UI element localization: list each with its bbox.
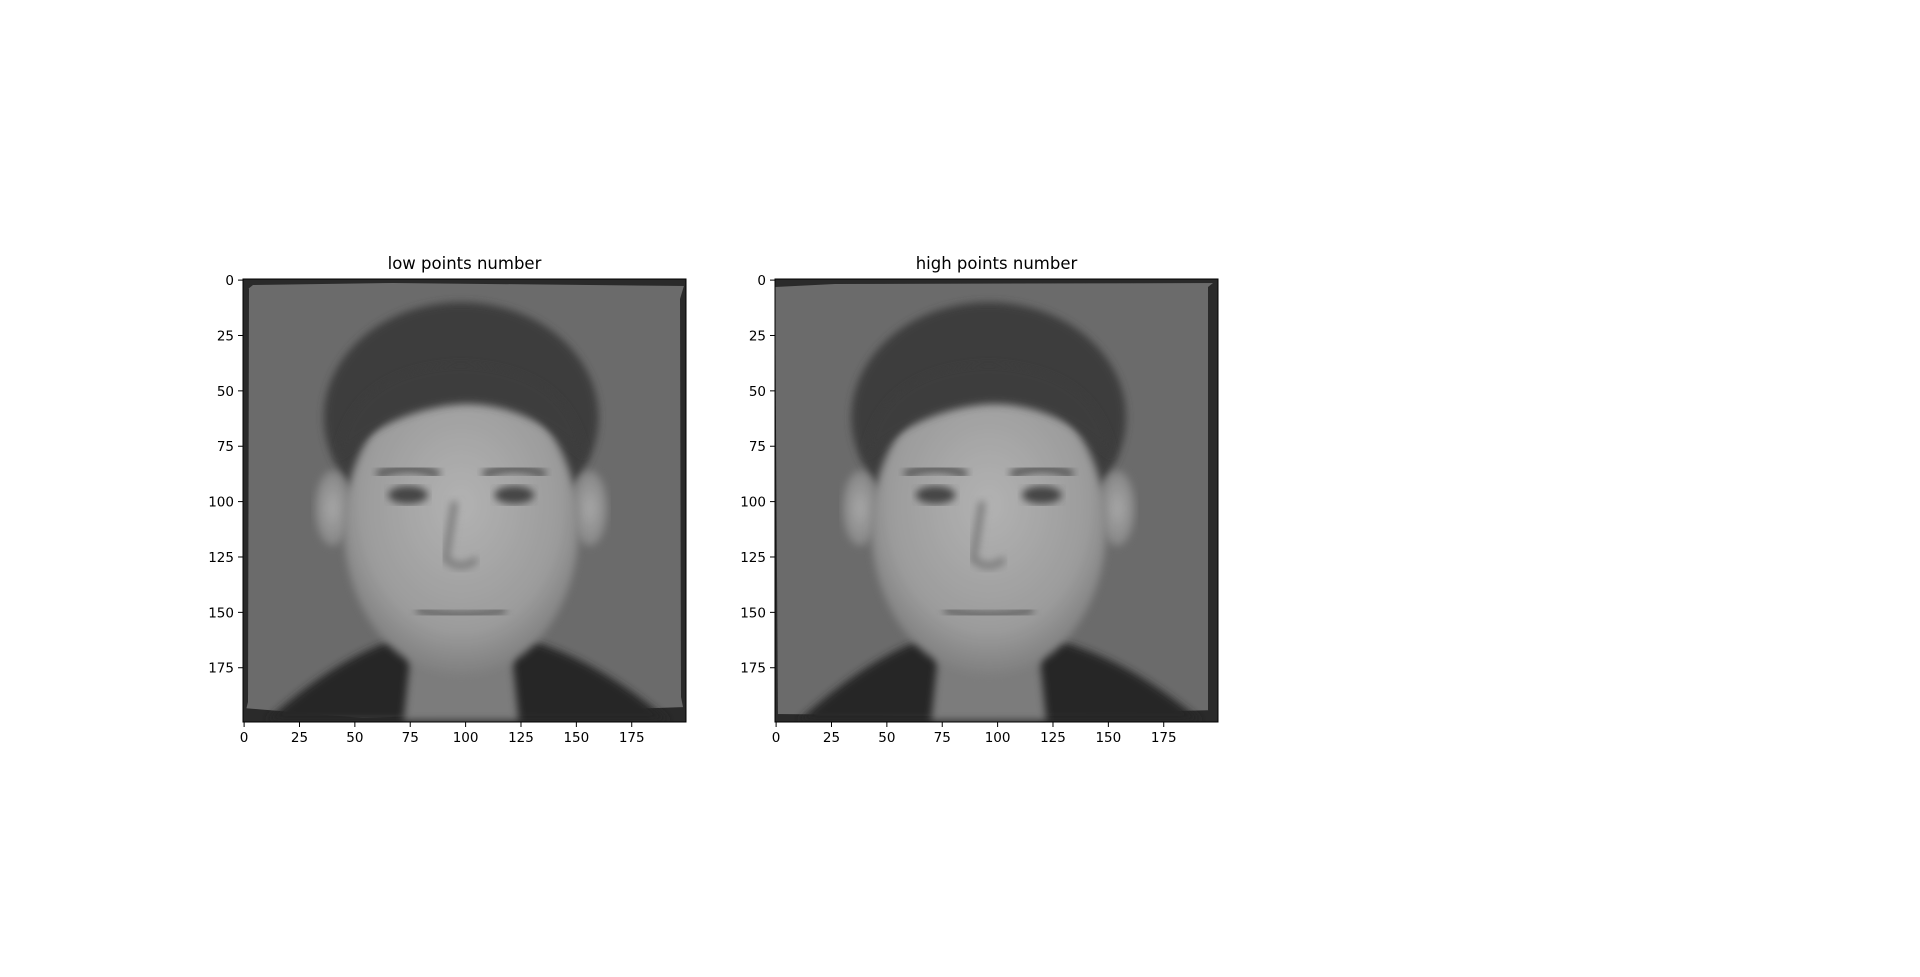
y-tick-label: 175 <box>208 661 234 677</box>
x-tick-label: 175 <box>1151 730 1177 746</box>
y-tick-label: 0 <box>225 273 234 289</box>
face-skin <box>871 379 1107 677</box>
eyebrow-right <box>1009 464 1075 480</box>
y-tick-label: 150 <box>208 605 234 621</box>
eye-right <box>494 486 535 504</box>
x-tick-label: 75 <box>934 730 951 746</box>
x-tick-label: 100 <box>453 730 479 746</box>
hair-fringe <box>864 364 1113 458</box>
panel-title: high points number <box>916 254 1078 273</box>
frame-left <box>775 279 778 722</box>
ear-left <box>314 470 351 546</box>
eyebrow-right <box>481 464 548 480</box>
x-tick-label: 0 <box>772 730 781 746</box>
y-tick-label: 150 <box>740 605 766 621</box>
x-tick-label: 175 <box>619 730 645 746</box>
face-image <box>798 302 1202 721</box>
y-tick-label: 25 <box>749 328 766 344</box>
frame-right <box>680 279 686 722</box>
nose <box>969 501 1007 570</box>
x-tick-label: 75 <box>402 730 419 746</box>
mouth <box>943 606 1034 618</box>
mouth <box>416 606 507 618</box>
frame-top <box>243 279 686 293</box>
x-tick-label: 150 <box>1095 730 1121 746</box>
eye-left <box>388 486 428 504</box>
eye-right <box>1021 486 1062 504</box>
x-tick-label: 25 <box>291 730 308 746</box>
y-tick-label: 50 <box>749 384 766 400</box>
y-tick-label: 50 <box>217 384 234 400</box>
ear-right <box>1099 470 1135 546</box>
y-tick-label: 75 <box>749 439 766 455</box>
axes-spine <box>242 278 687 723</box>
y-tick-label: 125 <box>208 550 234 566</box>
subplot-high-points-number: high points number 0 25 50 75 100 125 150 175 0 25… <box>740 254 1219 746</box>
eyebrow-left <box>902 464 969 480</box>
frame-top <box>775 279 1218 287</box>
x-tick-label: 125 <box>1040 730 1066 746</box>
face-image <box>266 302 670 721</box>
y-tick-label: 125 <box>740 550 766 566</box>
ear-right <box>571 470 608 546</box>
frame-right <box>1208 279 1218 722</box>
eyebrow-left <box>375 464 441 480</box>
y-tick-label: 75 <box>217 439 234 455</box>
nose <box>442 501 479 570</box>
y-tick-label: 100 <box>208 495 234 511</box>
x-tick-label: 25 <box>823 730 840 746</box>
y-tick-label: 0 <box>757 273 766 289</box>
eye-left <box>915 486 956 504</box>
x-tick-label: 0 <box>240 730 249 746</box>
y-tick-label: 25 <box>217 328 234 344</box>
x-tick-label: 50 <box>346 730 363 746</box>
x-tick-label: 50 <box>878 730 895 746</box>
y-tick-label: 100 <box>740 495 766 511</box>
image-frame <box>243 279 686 722</box>
ear-left <box>842 470 878 546</box>
x-tick-label: 125 <box>508 730 534 746</box>
frame-left <box>243 279 249 722</box>
x-tick-label: 100 <box>985 730 1011 746</box>
subplot-low-points-number: low points number 0 25 50 75 100 125 150 175 0 25 5… <box>208 254 687 746</box>
hair-fringe <box>337 364 586 458</box>
face-skin <box>343 379 579 677</box>
x-tick-label: 150 <box>563 730 589 746</box>
axes-spine <box>774 278 1219 723</box>
panel-title: low points number <box>388 254 542 273</box>
y-tick-label: 175 <box>740 661 766 677</box>
